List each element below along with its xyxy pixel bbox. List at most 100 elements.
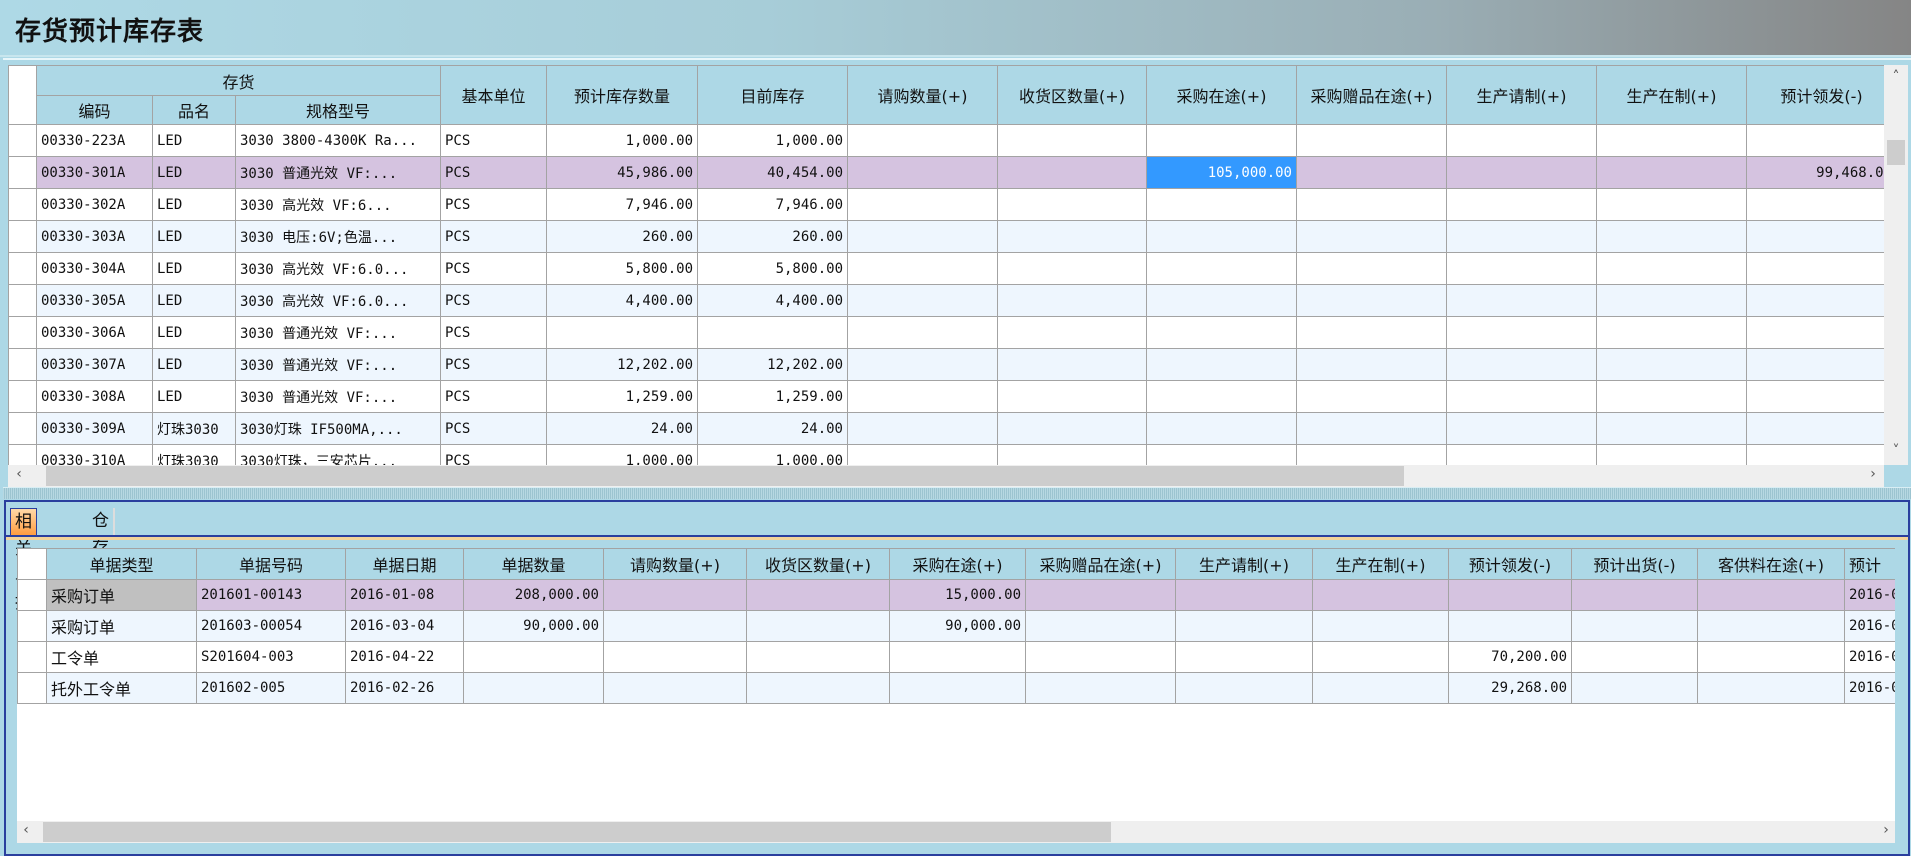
- table-cell[interactable]: [997, 412, 1147, 445]
- table-cell[interactable]: [463, 641, 604, 673]
- table-cell[interactable]: 99,468.00: [1746, 156, 1884, 189]
- table-row[interactable]: 00330-301A LED 3030 普通光效 VF:... PCS 45,986.0…: [8, 156, 1884, 189]
- table-cell[interactable]: [1025, 672, 1176, 704]
- table-cell[interactable]: 1,000.00: [697, 124, 848, 157]
- tab-related-documents[interactable]: 相关单据: [10, 508, 37, 613]
- table-cell[interactable]: [1571, 579, 1698, 611]
- row-selector[interactable]: [8, 444, 37, 465]
- table-cell[interactable]: [603, 641, 747, 673]
- table-cell[interactable]: 00330-301A: [36, 156, 153, 189]
- table-cell[interactable]: [1746, 188, 1884, 221]
- table-cell[interactable]: 00330-310A: [36, 444, 153, 465]
- table-cell[interactable]: 2016-02-26: [345, 672, 464, 704]
- table-cell[interactable]: 1,000.00: [546, 124, 698, 157]
- table-cell[interactable]: LED: [152, 124, 236, 157]
- table-cell[interactable]: [1296, 380, 1447, 413]
- table-cell[interactable]: [1746, 444, 1884, 465]
- row-selector[interactable]: [8, 316, 37, 349]
- column-header[interactable]: 基本单位: [440, 65, 547, 125]
- row-selector[interactable]: [8, 188, 37, 221]
- table-cell[interactable]: [1312, 672, 1449, 704]
- table-cell[interactable]: [847, 412, 998, 445]
- table-cell[interactable]: [997, 444, 1147, 465]
- table-cell[interactable]: PCS: [440, 380, 547, 413]
- table-cell[interactable]: [463, 672, 604, 704]
- table-cell[interactable]: [1446, 284, 1597, 317]
- row-selector[interactable]: [8, 412, 37, 445]
- table-cell[interactable]: PCS: [440, 220, 547, 253]
- table-cell[interactable]: [746, 641, 890, 673]
- table-cell[interactable]: [1446, 380, 1597, 413]
- table-cell[interactable]: [1697, 672, 1845, 704]
- table-cell[interactable]: 3030灯珠 IF500MA,...: [235, 412, 441, 445]
- table-cell[interactable]: PCS: [440, 444, 547, 465]
- table-cell[interactable]: [847, 316, 998, 349]
- column-header[interactable]: 收货区数量(+): [997, 65, 1147, 125]
- table-row[interactable]: 工令单 S201604-003 2016-04-22 70,200.00 2016-0: [17, 641, 1895, 673]
- table-cell[interactable]: [746, 610, 890, 642]
- scroll-right-icon[interactable]: ›: [1870, 466, 1876, 482]
- table-cell[interactable]: [1697, 579, 1845, 611]
- table-cell[interactable]: [1296, 188, 1447, 221]
- table-row[interactable]: 00330-310A 灯珠3030 3030灯珠，三安芯片... PCS 1,000.0…: [8, 444, 1884, 465]
- table-cell[interactable]: PCS: [440, 412, 547, 445]
- table-cell[interactable]: [1025, 641, 1176, 673]
- table-cell[interactable]: 3030 高光效 VF:6.0...: [235, 252, 441, 285]
- table-cell[interactable]: [847, 252, 998, 285]
- row-selector[interactable]: [8, 124, 37, 157]
- table-cell[interactable]: [1446, 220, 1597, 253]
- table-cell[interactable]: [1697, 610, 1845, 642]
- table-cell[interactable]: 00330-308A: [36, 380, 153, 413]
- table-row[interactable]: 00330-223A LED 3030 3800-4300K Ra... PCS 1,0…: [8, 124, 1884, 157]
- table-cell[interactable]: [1312, 610, 1449, 642]
- table-cell[interactable]: 70,200.00: [1448, 641, 1572, 673]
- column-header[interactable]: 收货区数量(+): [746, 548, 890, 580]
- table-cell[interactable]: 260.00: [697, 220, 848, 253]
- top-vertical-scroll-thumb[interactable]: [1887, 140, 1905, 165]
- column-header[interactable]: 采购赠品在途(+): [1296, 65, 1447, 125]
- table-cell[interactable]: LED: [152, 316, 236, 349]
- table-cell[interactable]: 40,454.00: [697, 156, 848, 189]
- table-cell[interactable]: [1296, 284, 1447, 317]
- table-row[interactable]: 00330-303A LED 3030 电压:6V;色温... PCS 260.00 26…: [8, 220, 1884, 253]
- column-header[interactable]: 预计领发(-): [1448, 548, 1572, 580]
- table-cell[interactable]: 00330-302A: [36, 188, 153, 221]
- table-cell[interactable]: 00330-223A: [36, 124, 153, 157]
- table-cell[interactable]: [1596, 348, 1747, 381]
- scroll-down-icon[interactable]: ˅: [1892, 443, 1900, 459]
- table-cell[interactable]: 3030 高光效 VF:6...: [235, 188, 441, 221]
- table-cell[interactable]: 采购订单: [46, 610, 197, 642]
- table-cell[interactable]: 1,259.00: [697, 380, 848, 413]
- column-header[interactable]: 单据号码: [196, 548, 346, 580]
- table-cell[interactable]: [1312, 641, 1449, 673]
- table-cell[interactable]: [603, 610, 747, 642]
- table-cell[interactable]: [847, 444, 998, 465]
- table-cell[interactable]: LED: [152, 348, 236, 381]
- table-cell[interactable]: [889, 641, 1026, 673]
- table-cell[interactable]: 00330-303A: [36, 220, 153, 253]
- row-selector[interactable]: [17, 610, 47, 642]
- table-cell[interactable]: [746, 579, 890, 611]
- table-cell[interactable]: 260.00: [546, 220, 698, 253]
- table-cell[interactable]: [1596, 316, 1747, 349]
- column-header[interactable]: 目前库存: [697, 65, 848, 125]
- table-cell[interactable]: 105,000.00: [1146, 156, 1297, 189]
- table-cell[interactable]: 45,986.00: [546, 156, 698, 189]
- table-cell[interactable]: [1596, 156, 1747, 189]
- table-cell[interactable]: [1146, 380, 1297, 413]
- table-cell[interactable]: [1296, 252, 1447, 285]
- column-header[interactable]: 客供料在途(+): [1697, 548, 1845, 580]
- table-cell[interactable]: [1571, 672, 1698, 704]
- table-cell[interactable]: LED: [152, 156, 236, 189]
- table-cell[interactable]: [1296, 220, 1447, 253]
- top-horizontal-scrollbar[interactable]: ‹ ›: [8, 465, 1884, 487]
- column-header[interactable]: 预计: [1844, 548, 1895, 580]
- column-header[interactable]: 采购赠品在途(+): [1025, 548, 1176, 580]
- column-header[interactable]: 采购在途(+): [889, 548, 1026, 580]
- table-cell[interactable]: [847, 348, 998, 381]
- table-cell[interactable]: S201604-003: [196, 641, 346, 673]
- row-selector[interactable]: [8, 220, 37, 253]
- table-cell[interactable]: 4,400.00: [546, 284, 698, 317]
- table-cell[interactable]: 12,202.00: [546, 348, 698, 381]
- scroll-right-icon[interactable]: ›: [1883, 822, 1889, 838]
